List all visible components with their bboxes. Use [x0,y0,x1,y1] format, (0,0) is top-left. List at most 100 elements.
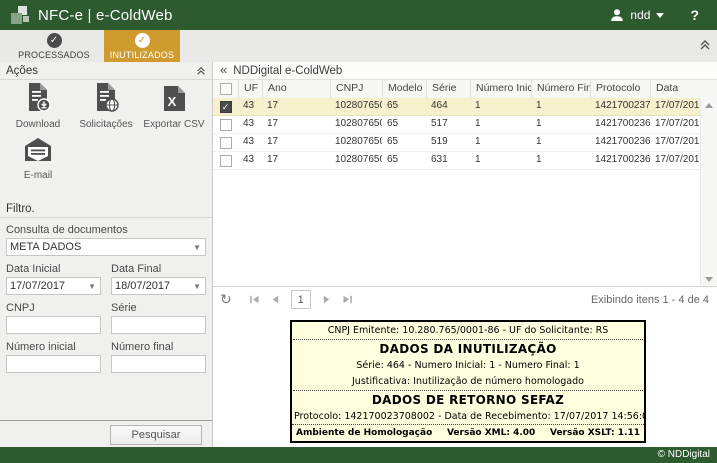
data-final-picker[interactable]: 18/07/2017 ▼ [111,277,206,295]
column-header-s-rie[interactable]: Série [426,80,470,98]
grid-title-bar: « NDDigital e-ColdWeb [213,62,717,80]
vertical-scrollbar[interactable] [700,98,717,286]
table-row[interactable]: 43 17 10280765000186 65 631 1 1 142170023693 17/… [213,152,701,170]
numero-final-label: Número final [111,341,174,353]
cnpj-emitente-line: CNPJ Emitente: 10.280.765/0001-86 - UF d… [327,325,609,336]
cell-ano: 17 [267,136,279,147]
cell-protocolo: 142170023693 [595,136,650,147]
dados-inutilizacao-title: DADOS DA INUTILIZAÇÃO [379,342,557,356]
cell-cnpj: 10280765000186 [335,118,382,129]
row-checkbox[interactable] [219,154,232,167]
cell-n-mero-inicial: 1 [475,118,481,129]
column-header-data[interactable]: Data [650,80,701,98]
data-final-label: Data Final [111,263,162,275]
cell-data: 17/07/2017 11 [655,136,701,147]
footer-bar: © NDDigital [0,447,717,463]
cell-cnpj: 10280765000186 [335,136,382,147]
cell-cnpj: 10280765000186 [335,154,382,165]
actions-grid: Download Solicitações X Exportar CSV E-mail [4,82,208,188]
divider [293,339,643,340]
help-button[interactable]: ? [690,7,699,23]
tab-processados[interactable]: ✓ PROCESSADOS [4,30,104,62]
serie-label: Série [111,302,137,314]
refresh-icon[interactable]: ↻ [220,291,232,307]
copyright-label: © NDDigital [657,449,710,460]
chevron-down-icon: ▼ [88,281,96,291]
user-menu[interactable]: ndd [610,8,665,22]
column-header-ano[interactable]: Ano [262,80,330,98]
cell-s-rie: 519 [431,136,448,147]
actions-panel-header: Ações [0,62,212,80]
row-checkbox[interactable] [219,136,232,149]
document-x-icon: X [161,82,188,117]
cell-modelo: 65 [387,154,399,165]
column-header-uf[interactable]: UF [238,80,262,98]
action-label: E-mail [23,170,53,181]
row-checkbox[interactable] [219,118,232,131]
check-circle-icon: ✓ [134,33,150,48]
ambiente-label: Ambiente de Homologação [296,428,433,438]
cell-data: 17/07/2017 10 [655,154,701,165]
search-button[interactable]: Pesquisar [110,425,202,445]
svg-text:X: X [167,94,176,109]
consulta-label: Consulta de documentos [6,224,128,236]
column-header-n-mero-final[interactable]: Número Final [531,80,590,98]
column-header-modelo[interactable]: Modelo [382,80,426,98]
consulta-dropdown[interactable]: META DADOS ▼ [6,238,206,256]
column-header-cnpj[interactable]: CNPJ [330,80,382,98]
cnpj-field[interactable] [10,318,97,332]
cell-ano: 17 [267,154,279,165]
action-solicita-es[interactable]: Solicitações [72,82,140,130]
tab-inutilizados[interactable]: ✓ INUTILIZADOS [104,30,180,62]
filter-panel-header: Filtro. [0,200,212,218]
envelope-icon [23,137,53,168]
collapse-actions-icon[interactable] [196,66,206,76]
cell-ano: 17 [267,118,279,129]
cell-n-mero-final: 1 [536,118,542,129]
pager-bar: ↻ 1 Exibindo itens 1 - 4 de 4 [213,286,717,313]
scroll-up-icon[interactable] [701,98,717,112]
previous-page-button[interactable] [270,294,281,305]
cell-n-mero-inicial: 1 [475,100,481,111]
cell-protocolo: 142170023693 [595,154,650,165]
data-inicial-value: 17/07/2017 [10,280,66,292]
scroll-down-icon[interactable] [701,272,717,286]
next-page-button[interactable] [321,294,332,305]
action-e-mail[interactable]: E-mail [4,137,72,181]
check-circle-icon: ✓ [46,33,62,48]
numero-inicial-label: Número inicial [6,341,76,353]
row-checkbox[interactable]: ✓ [219,100,232,113]
action-download[interactable]: Download [4,82,72,130]
cell-uf: 43 [243,118,255,129]
action-label: Exportar CSV [143,119,205,130]
numero-final-field[interactable] [115,357,202,371]
collapse-tabs-icon[interactable] [699,39,711,51]
column-header-protocolo[interactable]: Protocolo [590,80,650,98]
cell-modelo: 65 [387,136,399,147]
collapse-grid-icon[interactable]: « [220,62,228,77]
first-page-button[interactable] [249,294,260,305]
versao-xslt-label: Versão XSLT: 1.11 [549,428,640,438]
actions-panel-title: Ações [6,65,38,77]
dados-retorno-title: DADOS DE RETORNO SEFAZ [371,393,565,407]
table-row[interactable]: 43 17 10280765000186 65 519 1 1 142170023693 17/… [213,134,701,152]
cell-s-rie: 464 [431,100,448,111]
select-all-checkbox[interactable] [219,83,232,95]
inutilizacao-detail-card: CNPJ Emitente: 10.280.765/0001-86 - UF d… [290,320,646,443]
user-name: ndd [630,8,651,22]
data-final-value: 18/07/2017 [115,280,171,292]
table-row[interactable]: 43 17 10280765000186 65 517 1 1 142170023693 17/… [213,116,701,134]
cell-ano: 17 [267,100,279,111]
cell-n-mero-inicial: 1 [475,154,481,165]
last-page-button[interactable] [342,294,353,305]
table-row[interactable]: ✓ 43 17 10280765000186 65 464 1 1 14217002370800… [213,98,701,116]
versao-xml-label: Versão XML: 4.00 [446,428,536,438]
action-exportar-csv[interactable]: X Exportar CSV [140,82,208,130]
numero-inicial-field[interactable] [10,357,97,371]
serie-field[interactable] [115,318,202,332]
column-header-n-mero-inicial[interactable]: Número Inicial [470,80,531,98]
page-number[interactable]: 1 [290,290,311,309]
data-inicial-picker[interactable]: 17/07/2017 ▼ [6,277,101,295]
user-icon [611,9,624,21]
